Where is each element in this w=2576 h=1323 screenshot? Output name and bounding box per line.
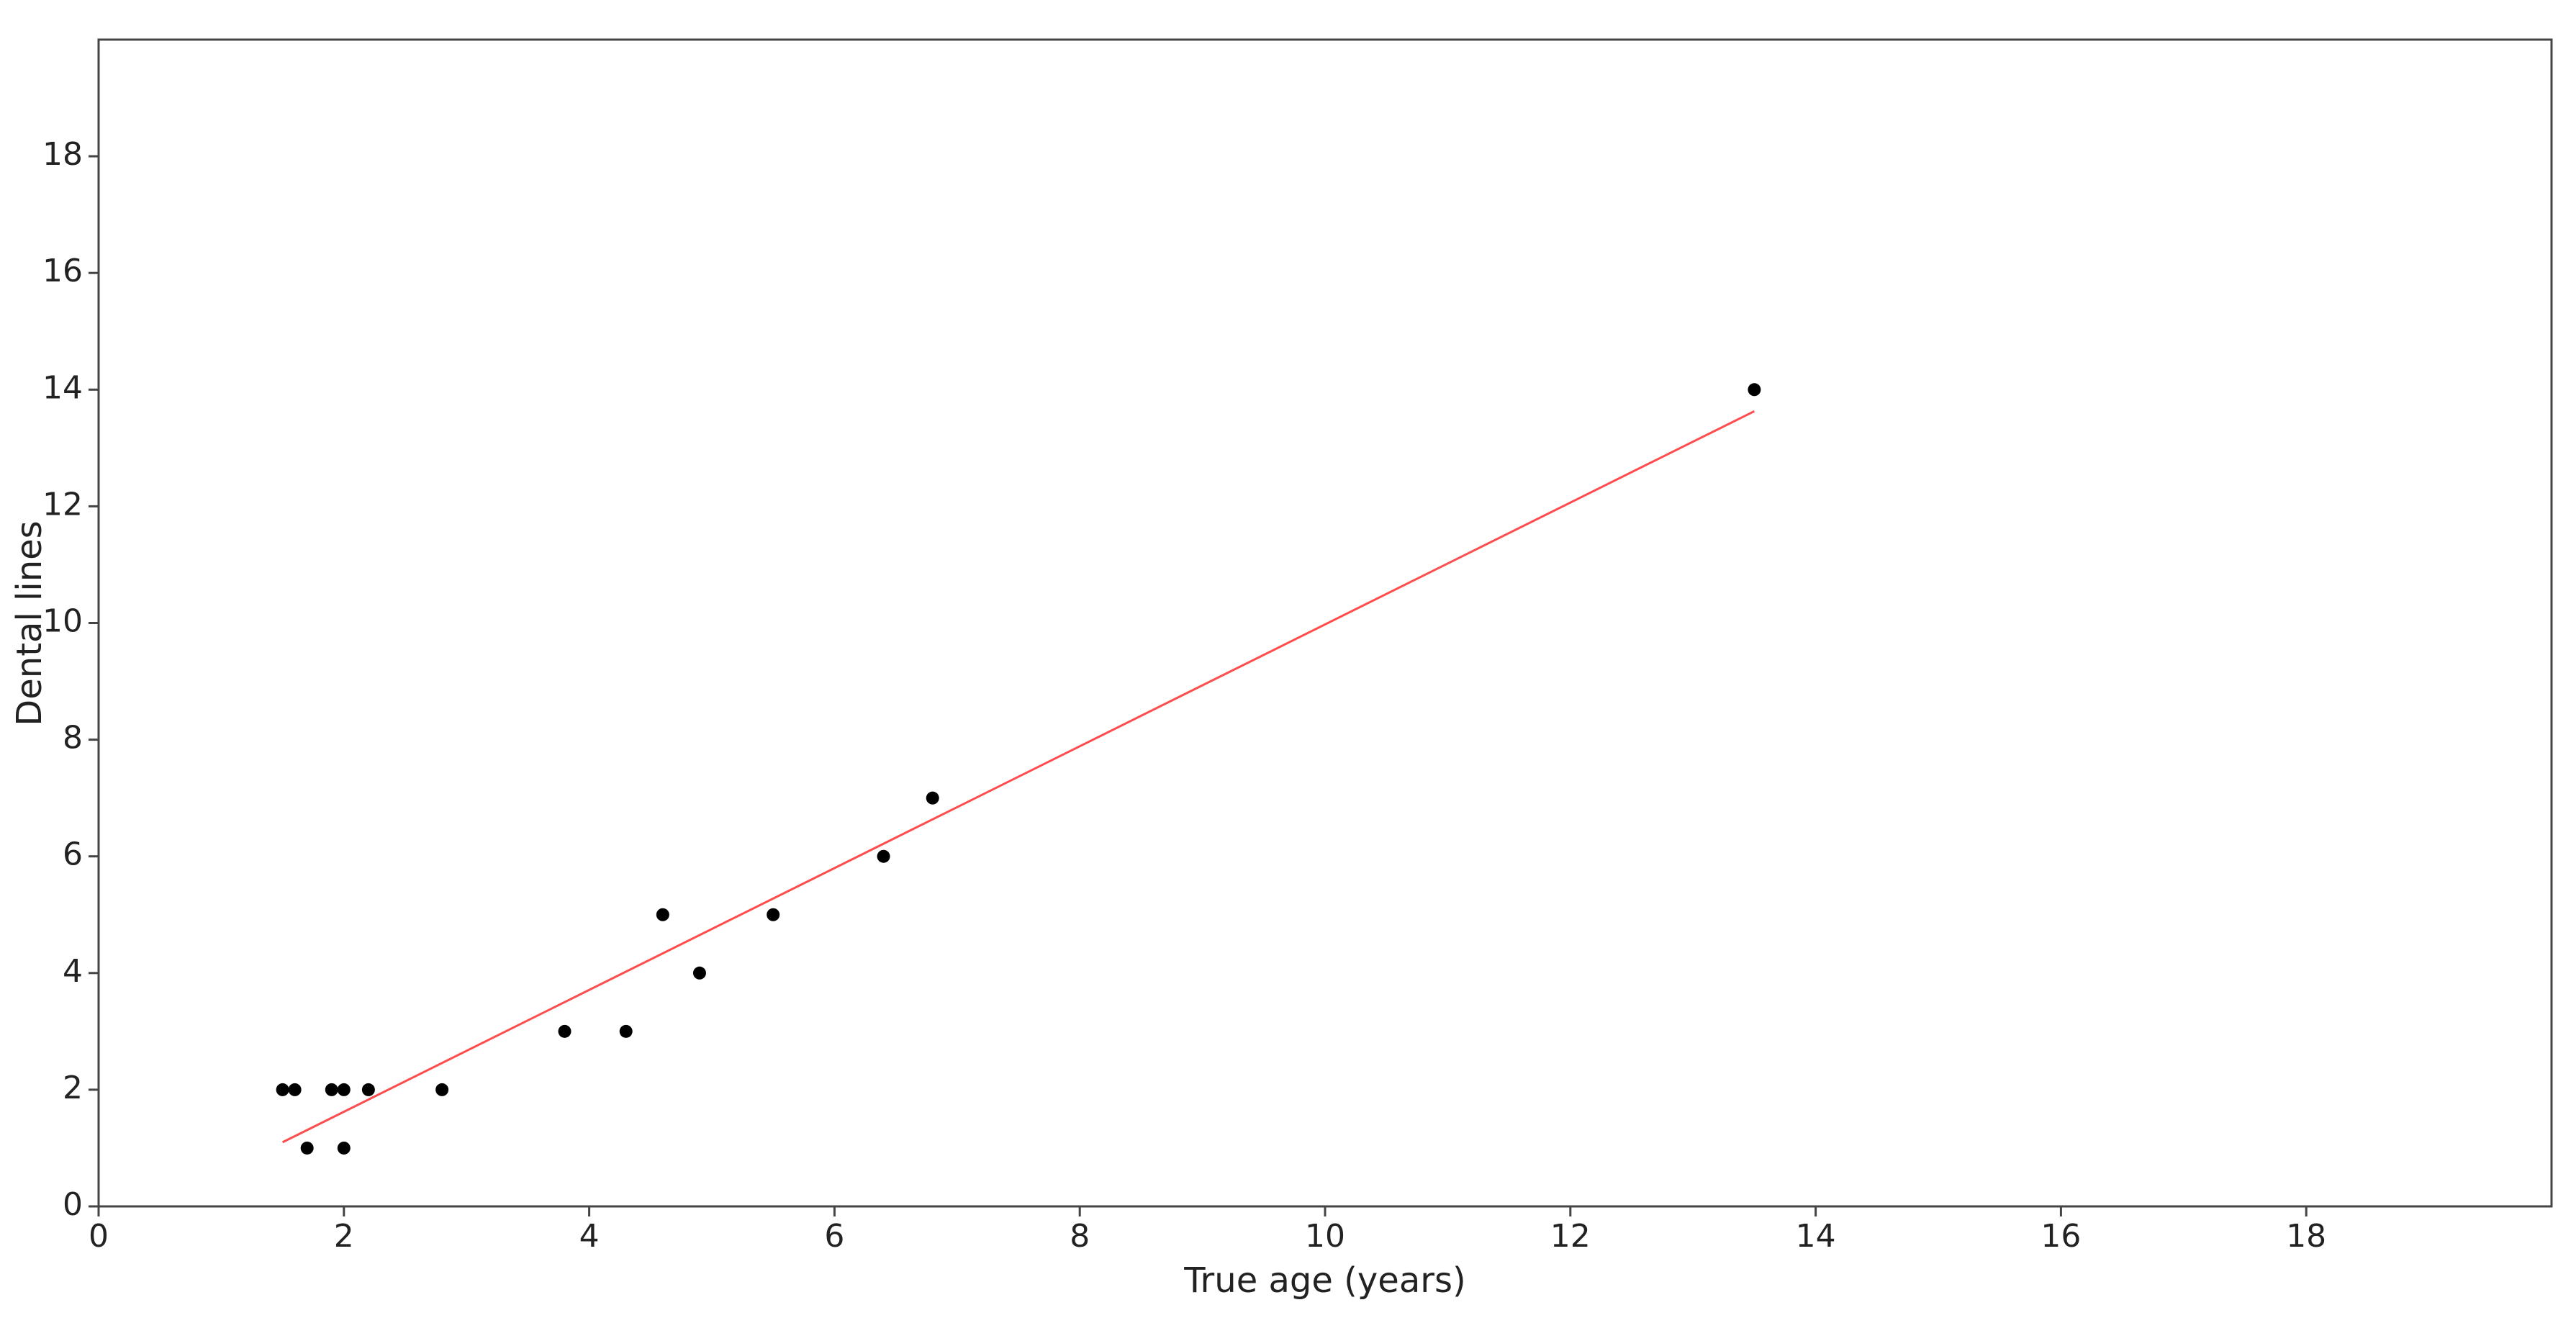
y-tick-label: 18 xyxy=(42,136,83,173)
x-tick-label: 2 xyxy=(334,1218,354,1255)
y-tick-label: 0 xyxy=(63,1186,83,1223)
x-tick-label: 14 xyxy=(1796,1218,1836,1255)
point xyxy=(558,1024,571,1038)
x-tick-label: 0 xyxy=(89,1218,109,1255)
point xyxy=(1748,383,1761,397)
plot-frame xyxy=(97,38,2553,1208)
point xyxy=(692,966,706,980)
point xyxy=(656,908,669,921)
point xyxy=(337,1083,351,1096)
y-tick-label: 4 xyxy=(63,953,83,990)
point xyxy=(325,1083,338,1096)
x-axis-title: True age (years) xyxy=(1183,1260,1465,1301)
x-tick-label: 18 xyxy=(2286,1218,2326,1255)
y-tick-label: 2 xyxy=(63,1070,83,1106)
x-tick-label: 4 xyxy=(579,1218,600,1255)
y-tick-label: 6 xyxy=(63,836,83,873)
point xyxy=(361,1083,375,1096)
y-tick-label: 12 xyxy=(42,486,83,523)
point xyxy=(288,1083,302,1096)
point xyxy=(767,908,780,921)
x-tick-label: 8 xyxy=(1070,1218,1090,1255)
y-tick-label: 16 xyxy=(42,253,83,289)
point xyxy=(926,791,939,805)
point xyxy=(337,1141,351,1155)
y-axis-title: Dental lines xyxy=(9,520,50,726)
y-tick-label: 8 xyxy=(63,720,83,757)
y-tick-label: 10 xyxy=(42,603,83,640)
point xyxy=(619,1024,633,1038)
x-tick-label: 10 xyxy=(1305,1218,1345,1255)
x-tick-label: 6 xyxy=(824,1218,844,1255)
point xyxy=(877,849,890,863)
point xyxy=(435,1083,449,1096)
x-tick-label: 16 xyxy=(2041,1218,2081,1255)
y-tick-label: 14 xyxy=(42,369,83,406)
x-tick-label: 12 xyxy=(1550,1218,1591,1255)
point xyxy=(276,1083,289,1096)
fit-line xyxy=(281,410,1755,1144)
point xyxy=(300,1141,314,1155)
